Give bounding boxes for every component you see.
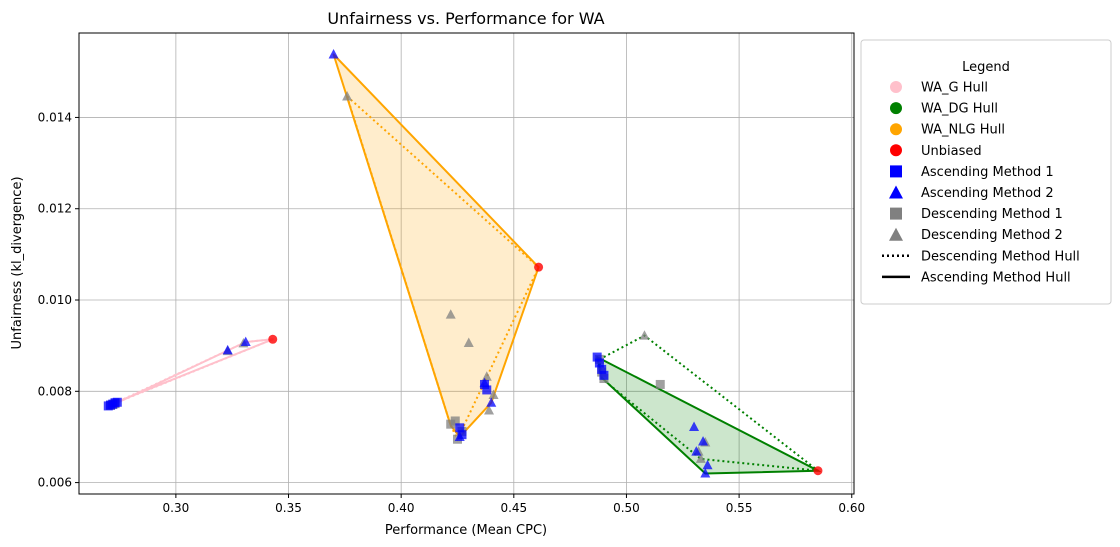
ascending-method-2-point bbox=[700, 468, 711, 478]
x-tick-label: 0.40 bbox=[388, 501, 415, 515]
legend-entries: WA_G Hull WA_DG Hull WA_NLG Hull Unbiased As… bbox=[882, 81, 1080, 285]
ascending-method-1-point bbox=[482, 385, 492, 395]
plot-area bbox=[79, 33, 854, 494]
ascending-method-2-point bbox=[691, 446, 702, 456]
unbiased-point bbox=[268, 334, 278, 344]
y-tick-label: 0.012 bbox=[38, 202, 72, 216]
wa-g-descending-hull bbox=[112, 338, 274, 406]
ascending-method-2-point bbox=[222, 344, 233, 355]
x-axis-label: Performance (Mean CPC) bbox=[385, 523, 547, 538]
ascending-method-2-point bbox=[328, 49, 339, 59]
descending-method-2-point bbox=[463, 337, 474, 347]
descending-method-2-point bbox=[342, 91, 353, 101]
legend-title: Legend bbox=[962, 60, 1010, 75]
legend-label: WA_DG Hull bbox=[921, 102, 998, 117]
legend-marker-circle bbox=[890, 81, 902, 93]
legend-marker-circle bbox=[890, 144, 902, 157]
ascending-method-2-point bbox=[486, 397, 497, 407]
legend-label: Descending Method Hull bbox=[921, 249, 1080, 264]
y-axis-label: Unfairness (kl_divergence) bbox=[10, 176, 25, 349]
ascending-method-2-point bbox=[240, 336, 251, 347]
ascending-method-2-point bbox=[479, 377, 490, 388]
legend-label: Ascending Method Hull bbox=[921, 270, 1071, 285]
legend-marker-circle bbox=[890, 123, 902, 136]
ascending-method-1-point bbox=[457, 430, 467, 440]
grid-lines bbox=[79, 33, 854, 494]
y-tick-label: 0.014 bbox=[38, 110, 72, 124]
x-tick-label: 0.35 bbox=[275, 501, 302, 515]
legend-marker-circle bbox=[890, 102, 902, 115]
legend-label: Descending Method 1 bbox=[921, 207, 1063, 222]
legend-label: WA_G Hull bbox=[921, 81, 988, 96]
ascending-method-2-point bbox=[702, 459, 713, 470]
descending-method-2-point bbox=[639, 330, 650, 340]
ascending-method-2-point bbox=[689, 421, 700, 431]
legend-marker-square bbox=[890, 207, 902, 220]
ascending-method-1-point bbox=[112, 397, 122, 407]
legend-marker-square bbox=[890, 165, 902, 178]
x-axis-ticks: 0.30 0.35 0.40 0.45 0.50 0.55 0.60 bbox=[163, 494, 865, 515]
point-layer bbox=[103, 49, 823, 478]
legend-label: WA_NLG Hull bbox=[921, 123, 1005, 138]
ascending-method-2-point bbox=[454, 431, 465, 441]
y-tick-label: 0.010 bbox=[38, 293, 72, 307]
y-tick-label: 0.008 bbox=[38, 384, 72, 398]
y-tick-label: 0.006 bbox=[38, 476, 72, 490]
legend: Legend WA_G Hull WA_DG Hull WA_NLG Hull Unb… bbox=[860, 39, 1112, 305]
x-tick-label: 0.50 bbox=[613, 501, 640, 515]
ascending-method-2-point bbox=[698, 436, 709, 446]
ascending-method-1-point bbox=[594, 358, 604, 368]
descending-method-1-point bbox=[450, 416, 460, 426]
legend-label: Ascending Method 1 bbox=[921, 165, 1054, 180]
descending-method-2-point bbox=[484, 405, 495, 415]
legend-label: Unbiased bbox=[921, 144, 982, 159]
ascending-method-1-point bbox=[599, 370, 609, 380]
legend-marker-triangle bbox=[889, 185, 903, 199]
chart-title: Unfairness vs. Performance for WA bbox=[327, 9, 604, 28]
descending-method-2-point bbox=[488, 389, 499, 400]
unbiased-point bbox=[813, 466, 823, 476]
x-tick-label: 0.55 bbox=[726, 501, 753, 515]
x-tick-label: 0.30 bbox=[163, 501, 190, 515]
legend-label: Ascending Method 2 bbox=[921, 186, 1054, 201]
descending-method-1-point bbox=[446, 419, 456, 429]
hull-layer bbox=[109, 53, 822, 475]
ascending-method-1-point bbox=[455, 423, 465, 433]
wa-nlg-hull-fill bbox=[333, 54, 539, 437]
plot-frame bbox=[78, 32, 855, 495]
unbiased-point bbox=[534, 262, 544, 272]
legend-box bbox=[860, 39, 1112, 305]
descending-method-2-point bbox=[695, 453, 706, 463]
descending-method-2-point bbox=[445, 309, 456, 319]
x-tick-label: 0.60 bbox=[838, 501, 865, 515]
legend-marker-triangle bbox=[889, 227, 903, 241]
y-axis-ticks: 0.006 0.008 0.010 0.012 0.014 bbox=[38, 110, 79, 490]
ascending-method-1-point bbox=[597, 364, 607, 374]
x-tick-label: 0.45 bbox=[500, 501, 527, 515]
ascending-method-1-point bbox=[592, 352, 602, 362]
descending-method-1-point bbox=[655, 379, 665, 389]
legend-label: Descending Method 2 bbox=[921, 228, 1063, 243]
